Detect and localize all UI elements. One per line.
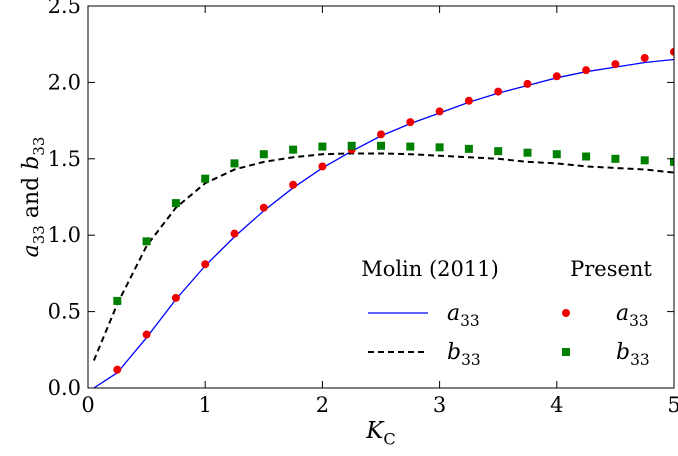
point-b33-present bbox=[552, 150, 561, 159]
point-a33-present bbox=[670, 47, 674, 56]
legend-marker-swatch bbox=[562, 309, 570, 317]
point-a33-present bbox=[523, 79, 532, 88]
series-line-b33-molin bbox=[92, 152, 674, 361]
legend-label-molin: b33 bbox=[447, 340, 481, 369]
series-layer bbox=[92, 47, 674, 388]
legend-header-present: Present bbox=[570, 257, 652, 281]
x-axis-label: KC bbox=[365, 418, 396, 448]
y-tick-label: 2.5 bbox=[48, 0, 81, 18]
point-a33-present bbox=[171, 293, 180, 302]
point-a33-present bbox=[230, 229, 239, 238]
point-a33-present bbox=[435, 107, 444, 116]
y-axis-label-group: a33 and b33 bbox=[19, 137, 48, 258]
point-a33-present bbox=[464, 96, 473, 105]
point-b33-present bbox=[523, 148, 532, 157]
x-tick-label: 4 bbox=[550, 393, 563, 417]
point-a33-present bbox=[611, 60, 620, 69]
y-tick-label: 1.0 bbox=[48, 223, 81, 247]
point-a33-present bbox=[201, 260, 210, 269]
point-a33-present bbox=[494, 87, 503, 96]
point-a33-present bbox=[552, 72, 561, 81]
y-tick-label: 0.5 bbox=[48, 300, 81, 324]
x-tick-label: 5 bbox=[667, 393, 678, 417]
point-b33-present bbox=[464, 144, 473, 153]
point-a33-present bbox=[113, 365, 122, 374]
legend-label-present: a33 bbox=[616, 301, 649, 330]
point-a33-present bbox=[582, 66, 591, 75]
x-tick-label: 3 bbox=[433, 393, 446, 417]
point-b33-present bbox=[611, 154, 620, 163]
axes-layer: 0 1 2 3 4 5 0.0 0.5 1.0 1.5 2.0 2.5 KC a33 and b33 bbox=[19, 0, 678, 448]
point-b33-present bbox=[582, 152, 591, 161]
legend-label-molin: a33 bbox=[447, 301, 480, 330]
point-b33-present bbox=[670, 157, 674, 166]
point-a33-present bbox=[289, 180, 298, 189]
point-b33-present bbox=[347, 141, 356, 150]
series-line-a33-molin bbox=[93, 58, 674, 388]
point-a33-present bbox=[406, 118, 415, 127]
point-b33-present bbox=[201, 174, 210, 183]
legend: Molin (2011) Present a33 a33 b33 b33 bbox=[361, 257, 652, 369]
plot-frame bbox=[87, 5, 675, 389]
legend-marker-swatch bbox=[562, 348, 570, 356]
y-tick-label: 1.5 bbox=[48, 147, 81, 171]
point-b33-present bbox=[377, 141, 385, 150]
point-a33-present bbox=[377, 130, 385, 139]
point-b33-present bbox=[230, 159, 239, 168]
legend-label-present: b33 bbox=[616, 340, 650, 369]
point-b33-present bbox=[494, 147, 503, 156]
y-tick-label: 2.0 bbox=[48, 70, 81, 94]
point-b33-present bbox=[142, 237, 151, 246]
point-b33-present bbox=[406, 142, 415, 151]
x-tick-label: 2 bbox=[316, 393, 329, 417]
point-a33-present bbox=[318, 162, 327, 171]
legend-header-molin: Molin (2011) bbox=[361, 257, 499, 281]
x-tick-label: 1 bbox=[199, 393, 212, 417]
point-a33-present bbox=[142, 330, 151, 339]
point-b33-present bbox=[435, 143, 444, 152]
point-a33-present bbox=[259, 203, 268, 212]
point-b33-present bbox=[640, 156, 649, 165]
point-b33-present bbox=[318, 142, 327, 151]
point-b33-present bbox=[171, 199, 180, 208]
y-axis-label: a33 and b33 bbox=[19, 137, 48, 258]
point-a33-present bbox=[640, 53, 649, 62]
point-b33-present bbox=[113, 296, 122, 305]
y-tick-label: 0.0 bbox=[48, 376, 81, 400]
point-b33-present bbox=[259, 150, 268, 159]
point-b33-present bbox=[289, 145, 298, 154]
x-tick-label: 0 bbox=[81, 393, 94, 417]
